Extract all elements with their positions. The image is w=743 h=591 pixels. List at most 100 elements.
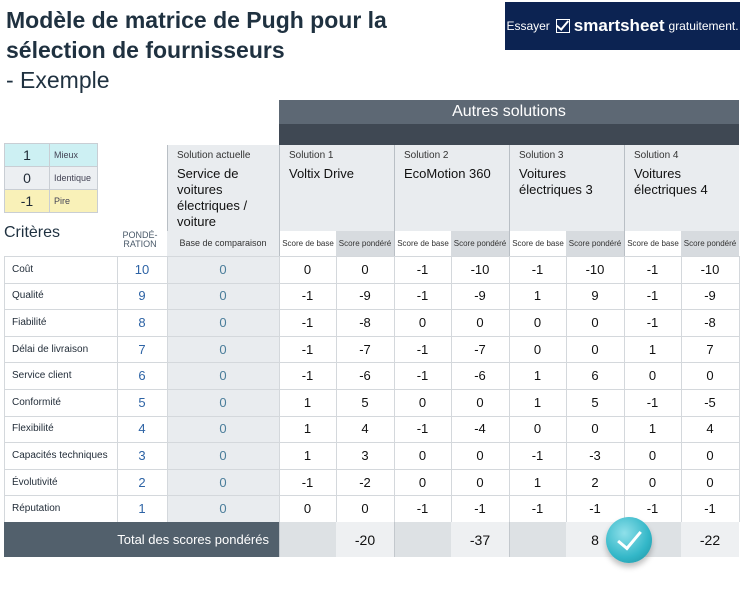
column-divider [509,256,510,522]
weight-value: 10 [134,261,150,277]
score-pondere-cell: -7 [474,341,486,357]
score-base-cell: 0 [648,368,657,384]
score-pondere-cell: 0 [591,314,599,330]
criterion-label: Délai de livraison [12,343,89,355]
legend-label: Mieux [50,144,97,166]
row-divider [4,442,739,444]
solution-name-3: Voitures électriques 3 [519,166,593,197]
solution-name-4: Voitures électriques 4 [634,166,708,197]
score-base-cell: 1 [533,394,542,410]
score-pondere-cell: -3 [589,447,601,463]
total-empty-cell [394,522,451,557]
total-value: -20 [336,522,394,557]
weight-value: 7 [138,341,146,357]
score-base-cell: 0 [648,447,657,463]
score-pondere-label: Score pondéré [336,231,394,256]
score-pondere-cell: 0 [476,447,484,463]
legend-label: Identique [50,167,97,189]
column-divider [739,256,740,522]
score-pondere-cell: -1 [474,501,486,517]
score-base-cell: 0 [418,474,427,490]
column-divider [681,256,682,522]
base-score-value: 0 [219,474,227,490]
score-pondere-cell: 3 [361,447,369,463]
score-pondere-cell: -1 [704,501,716,517]
score-pondere-cell: 0 [361,501,369,517]
weight-value: 1 [138,501,146,517]
score-pondere-cell: -8 [359,314,371,330]
score-pondere-cell: 5 [361,394,369,410]
legend-row: 1 Mieux [4,143,98,167]
column-divider [394,256,395,522]
score-pondere-cell: -6 [359,368,371,384]
score-pondere-cell: -5 [704,394,716,410]
page-title-sub: - Exemple [6,67,110,93]
column-divider [279,256,280,522]
score-base-cell: 0 [418,314,427,330]
score-base-cell: 0 [533,314,542,330]
solution-cap-3: Solution 3 [519,150,564,161]
current-solution-header [167,145,279,231]
base-score-value: 0 [219,501,227,517]
score-pondere-cell: -6 [474,368,486,384]
score-pondere-cell: 2 [591,474,599,490]
smartsheet-logo-icon [555,19,570,33]
banner-post: gratuitement. [668,19,739,33]
legend: 1 Mieux 0 Identique -1 Pire [4,143,98,213]
legend-value: 0 [5,167,50,189]
score-base-cell: 1 [303,447,312,463]
criterion-label: Qualité [12,290,44,302]
weight-value: 8 [138,314,146,330]
score-base-cell: 0 [418,394,427,410]
solution-cap-1: Solution 1 [289,150,334,161]
base-score-value: 0 [219,314,227,330]
ponderation-label: PONDÉ- RATION [122,230,158,249]
base-score-value: 0 [219,341,227,357]
criterion-label: Service client [12,370,72,382]
score-base-cell: 0 [648,474,657,490]
solution-header-1 [279,145,394,231]
column-divider [566,256,567,522]
row-divider [4,335,739,337]
score-base-label: Score de base [624,231,681,256]
score-base-cell: -1 [646,501,659,517]
score-base-cell: -1 [416,261,429,277]
legend-value: 1 [5,144,50,166]
score-base-cell: -1 [416,421,429,437]
legend-row: -1 Pire [4,189,98,213]
solution-header-2 [394,145,509,231]
weight-value: 5 [138,394,146,410]
score-pondere-cell: -10 [700,261,720,277]
score-base-label: Score de base [279,231,336,256]
score-pondere-cell: 4 [361,421,369,437]
total-value: -22 [681,522,739,557]
smartsheet-banner[interactable]: Essayer smartsheet gratuitement. [505,2,740,50]
row-divider [4,468,739,470]
base-score-value: 0 [219,394,227,410]
legend-label: Pire [50,190,97,212]
criterion-label: Réputation [12,503,61,515]
score-pondere-cell: 6 [591,368,599,384]
score-base-cell: 0 [533,341,542,357]
score-base-cell: 1 [303,421,312,437]
criteres-label: Critères [4,224,61,241]
criterion-label: Flexibilité [12,423,54,435]
criterion-label: Conformité [12,396,61,408]
base-score-value: 0 [219,288,227,304]
score-base-cell: 1 [648,341,657,357]
score-base-cell: 0 [303,501,312,517]
score-pondere-label: Score pondéré [566,231,624,256]
score-base-cell: 1 [533,288,542,304]
score-base-cell: -1 [301,474,314,490]
score-pondere-cell: 7 [706,341,714,357]
score-base-cell: 0 [418,447,427,463]
weight-value: 4 [138,421,146,437]
criterion-label: Coût [12,263,34,275]
score-pondere-cell: -9 [359,288,371,304]
score-base-cell: -1 [646,288,659,304]
score-base-cell: 1 [303,394,312,410]
criterion-label: Évolutivité [12,476,58,488]
current-solution-name: Service de voitures électriques / voitur… [177,166,248,229]
score-base-cell: 1 [533,368,542,384]
solution-cap-2: Solution 2 [404,150,449,161]
